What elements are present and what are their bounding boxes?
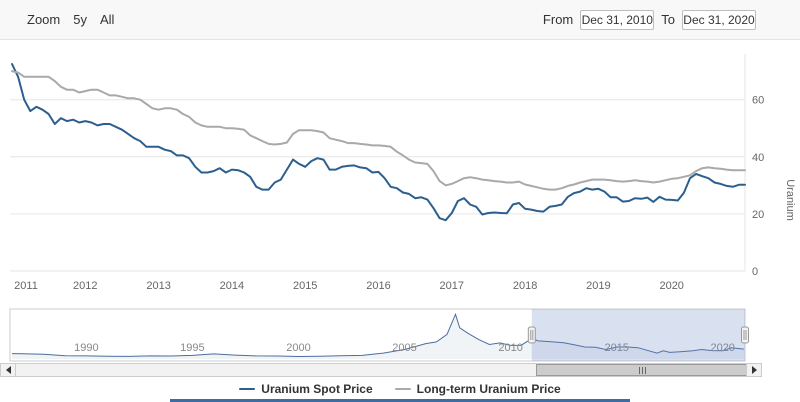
x-axis-tick-label: 2016 — [366, 280, 390, 292]
navigator-x-label: 1995 — [180, 342, 204, 354]
y-axis-tick-label: 40 — [752, 152, 764, 164]
navigator-x-label: 2020 — [710, 342, 734, 354]
navigator-x-label: 2015 — [604, 342, 628, 354]
scrollbar-right-arrow[interactable] — [746, 364, 761, 376]
left-arrow-icon — [5, 366, 11, 374]
x-axis-tick-label: 2013 — [146, 280, 170, 292]
scrollbar-grip-icon — [639, 366, 646, 374]
y-axis-tick-label: 20 — [752, 209, 764, 221]
scrollbar-thumb[interactable] — [536, 364, 749, 376]
navigator-x-label: 2010 — [498, 342, 522, 354]
zoom-label: Zoom — [27, 12, 61, 27]
zoom-button-all[interactable]: All — [99, 12, 115, 27]
x-axis-tick-label: 2019 — [586, 280, 610, 292]
spot-price-line — [11, 63, 746, 222]
legend: Uranium Spot Price Long-term Uranium Pri… — [0, 377, 800, 401]
navigator-selected-mask[interactable] — [531, 309, 745, 361]
x-axis-tick-label: 2011 — [14, 280, 38, 292]
longterm-line-swatch — [394, 388, 411, 390]
x-axis-tick-label: 2017 — [440, 280, 464, 292]
y-axis-tick-label: 60 — [752, 95, 764, 107]
navigator-right-handle[interactable] — [741, 326, 749, 344]
y-axis-tick-label: 0 — [752, 266, 758, 278]
y-axis-title: Uranium — [784, 179, 796, 221]
x-axis-tick-label: 2012 — [73, 280, 97, 292]
range-selector-bar: Zoom 5y All From To — [0, 0, 800, 40]
navigator-area — [12, 314, 744, 359]
navigator-x-label: 2000 — [286, 342, 310, 354]
navigator-x-label: 1990 — [74, 342, 98, 354]
x-axis-tick-label: 2018 — [513, 280, 537, 292]
scrollbar-left-arrow[interactable] — [1, 364, 16, 376]
right-arrow-icon — [751, 366, 757, 374]
x-axis-tick-label: 2014 — [220, 280, 244, 292]
to-date-input[interactable] — [682, 9, 756, 30]
longterm-price-line — [11, 70, 746, 191]
navigator-line — [12, 312, 744, 358]
navigator-left-handle[interactable] — [527, 326, 536, 344]
from-label: From — [542, 12, 574, 27]
main-chart-svg[interactable]: 0 20 40 60 2011 2012 2013 2014 2015 2016 2017 2018 2… — [0, 40, 800, 305]
scrollbar[interactable] — [0, 363, 762, 377]
zoom-button-5y[interactable]: 5y — [73, 12, 87, 27]
navigator-x-label: 2005 — [392, 342, 416, 354]
legend-label-longterm: Long-term Uranium Price — [416, 382, 561, 396]
spot-line-swatch — [239, 388, 256, 390]
legend-item-longterm[interactable]: Long-term Uranium Price — [394, 382, 561, 396]
to-label: To — [661, 12, 675, 27]
x-axis-tick-label: 2020 — [659, 280, 683, 292]
zoom-controls: Zoom 5y All — [27, 12, 114, 27]
navigator-svg[interactable]: 1990 1995 2000 2005 2010 2015 2020 — [0, 305, 800, 363]
legend-item-spot[interactable]: Uranium Spot Price — [239, 382, 373, 396]
bottom-cropped-element — [170, 399, 630, 402]
legend-label-spot: Uranium Spot Price — [261, 382, 373, 396]
x-axis-tick-label: 2015 — [293, 280, 317, 292]
date-range-inputs: From To — [542, 9, 756, 30]
from-date-input[interactable] — [580, 9, 655, 30]
